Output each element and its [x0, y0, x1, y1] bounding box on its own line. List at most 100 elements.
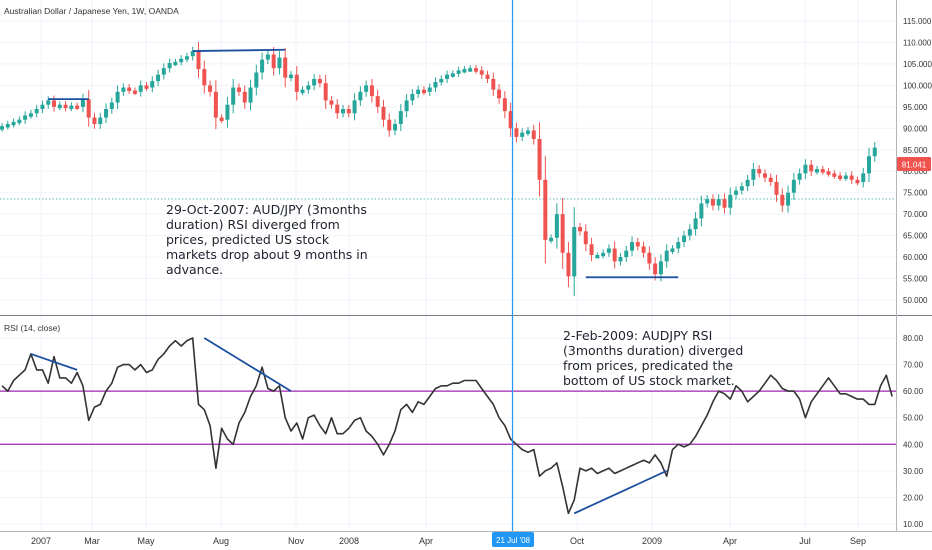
candle: [86, 90, 91, 127]
candle: [485, 70, 490, 84]
rsi-axis[interactable]: 80.00 70.00 60.00 50.00 40.00 30.00 20.00 10.00: [903, 334, 924, 529]
candle: [254, 64, 259, 96]
time-tick-label: Apr: [723, 536, 737, 546]
candle: [566, 241, 571, 288]
candle: [843, 172, 848, 181]
candle-body: [317, 78, 322, 84]
candle-body: [404, 100, 409, 112]
candle-body: [641, 246, 646, 253]
candle: [601, 249, 606, 259]
candle-body: [699, 203, 704, 219]
candle-body: [75, 105, 80, 109]
candle: [387, 113, 392, 137]
candle-body: [11, 121, 16, 126]
candle: [595, 252, 600, 259]
candle: [63, 101, 68, 112]
divergence-line: [30, 353, 78, 371]
candle: [0, 122, 4, 132]
candle: [346, 104, 351, 118]
candle-body: [80, 99, 85, 107]
candle: [69, 102, 74, 112]
candle: [768, 173, 773, 187]
candle-body: [554, 214, 559, 238]
divergence-line: [203, 337, 292, 392]
chart-title: Australian Dollar / Japanese Yen, 1W, OA…: [4, 6, 179, 16]
rsi-tick-label: 30.00: [903, 467, 924, 476]
candle: [762, 169, 767, 182]
candle: [11, 118, 16, 128]
price-tick-label: 50.000: [903, 296, 928, 305]
candle-body: [630, 242, 635, 251]
candle: [450, 70, 455, 78]
candle-body: [445, 74, 450, 79]
price-tick-label: 55.000: [903, 275, 928, 284]
candle-body: [156, 74, 161, 82]
candle: [323, 74, 328, 109]
candle-body: [618, 257, 623, 262]
candle-body: [739, 186, 744, 191]
price-tick-label: 105.000: [903, 60, 932, 69]
candle: [867, 147, 871, 182]
candle-body: [398, 111, 403, 125]
candle: [225, 96, 230, 128]
candle-body: [560, 214, 565, 253]
candle: [369, 79, 374, 103]
candle-body: [751, 169, 756, 180]
candle-body: [774, 181, 779, 195]
candle-body: [508, 111, 513, 129]
candle: [757, 165, 762, 178]
candle: [173, 58, 178, 67]
candle-body: [450, 73, 455, 77]
time-tick-label: Apr: [419, 536, 433, 546]
candle: [676, 237, 681, 254]
annotation-2007-divergence: 29-Oct-2007: AUD/JPY (3months duration) …: [166, 202, 368, 277]
candle-body: [745, 179, 750, 187]
candle-body: [381, 106, 386, 120]
candle: [156, 69, 161, 86]
candle: [410, 89, 415, 106]
candle-body: [150, 81, 155, 88]
candle: [375, 89, 380, 114]
candle-body: [803, 164, 808, 174]
time-axis[interactable]: 2007 Mar May Aug Nov 2008 Apr Oct 2009 Apr Jul Sep: [31, 536, 866, 546]
candle: [92, 112, 97, 129]
rsi-tick-label: 20.00: [903, 493, 924, 502]
candle-body: [0, 126, 4, 130]
candle: [352, 93, 357, 121]
rsi-tick-label: 40.00: [903, 440, 924, 449]
candle-body: [861, 173, 866, 182]
candle: [433, 77, 438, 93]
candle: [635, 237, 640, 251]
candle-body: [109, 102, 114, 109]
candle-body: [341, 108, 346, 114]
time-tick-label: May: [137, 536, 155, 546]
candle-body: [69, 105, 74, 109]
candle-body: [647, 252, 652, 264]
candle-body: [271, 54, 276, 69]
candle: [358, 86, 363, 106]
candle: [150, 76, 155, 93]
price-axis[interactable]: 115.000 110.000 105.000 100.000 95.000 90.000…: [903, 17, 932, 305]
candle: [612, 241, 617, 269]
candle-body: [601, 252, 606, 257]
candle-body: [762, 173, 767, 178]
time-tick-label: Aug: [213, 536, 229, 546]
candle-body: [549, 237, 554, 242]
candle-body: [716, 199, 721, 206]
candle: [861, 167, 866, 188]
candle-body: [132, 90, 137, 94]
candle-body: [583, 231, 588, 245]
candle: [393, 119, 398, 136]
price-tick-label: 110.000: [903, 38, 932, 47]
candle-body: [34, 108, 39, 114]
candle: [381, 99, 386, 127]
time-tick-label: 2009: [642, 536, 662, 546]
candle: [23, 111, 28, 124]
candle-body: [358, 91, 363, 101]
candle-body: [219, 117, 224, 122]
candle-body: [578, 227, 582, 232]
candle: [109, 97, 114, 114]
candle-body: [364, 85, 369, 92]
candle-body: [289, 74, 293, 79]
